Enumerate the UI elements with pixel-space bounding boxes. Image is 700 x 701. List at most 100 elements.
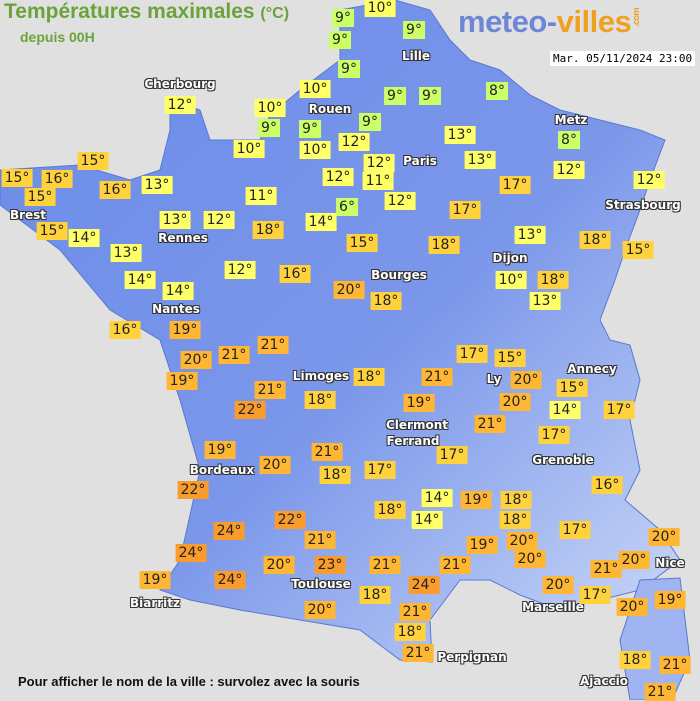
temperature-label[interactable]: 21° xyxy=(474,415,506,433)
temperature-label[interactable]: 19° xyxy=(169,321,201,339)
temperature-label[interactable]: 20° xyxy=(180,351,212,369)
logo[interactable]: meteo-villes.com xyxy=(458,4,641,40)
temperature-label[interactable]: 17° xyxy=(538,426,570,444)
temperature-label[interactable]: 12° xyxy=(384,192,416,210)
temperature-label[interactable]: 17° xyxy=(559,521,591,539)
temperature-label[interactable]: 12° xyxy=(338,133,370,151)
temperature-label[interactable]: 19° xyxy=(403,394,435,412)
temperature-label[interactable]: 9° xyxy=(384,87,406,105)
temperature-label[interactable]: 16° xyxy=(591,476,623,494)
temperature-label[interactable]: 14° xyxy=(124,271,156,289)
temperature-label[interactable]: 14° xyxy=(305,213,337,231)
temperature-label[interactable]: 21° xyxy=(369,556,401,574)
temperature-label[interactable]: 17° xyxy=(364,461,396,479)
temperature-label[interactable]: 17° xyxy=(436,446,468,464)
temperature-label[interactable]: 9° xyxy=(419,87,441,105)
temperature-label[interactable]: 21° xyxy=(218,346,250,364)
temperature-label[interactable]: 14° xyxy=(549,401,581,419)
temperature-label[interactable]: 16° xyxy=(279,265,311,283)
temperature-label[interactable]: 22° xyxy=(274,511,306,529)
temperature-label[interactable]: 18° xyxy=(619,651,651,669)
temperature-label[interactable]: 11° xyxy=(362,172,394,190)
temperature-label[interactable]: 19° xyxy=(166,372,198,390)
temperature-label[interactable]: 21° xyxy=(439,556,471,574)
temperature-label[interactable]: 17° xyxy=(449,201,481,219)
temperature-label[interactable]: 12° xyxy=(224,261,256,279)
temperature-label[interactable]: 13° xyxy=(464,151,496,169)
temperature-label[interactable]: 8° xyxy=(558,131,580,149)
temperature-label[interactable]: 9° xyxy=(338,60,360,78)
temperature-label[interactable]: 17° xyxy=(456,345,488,363)
temperature-label[interactable]: 21° xyxy=(399,603,431,621)
temperature-label[interactable]: 9° xyxy=(332,9,354,27)
temperature-label[interactable]: 18° xyxy=(394,623,426,641)
temperature-label[interactable]: 6° xyxy=(336,198,358,216)
temperature-label[interactable]: 18° xyxy=(370,292,402,310)
temperature-label[interactable]: 15° xyxy=(1,169,33,187)
temperature-label[interactable]: 15° xyxy=(24,188,56,206)
temperature-label[interactable]: 17° xyxy=(499,176,531,194)
temperature-label[interactable]: 24° xyxy=(213,522,245,540)
temperature-label[interactable]: 13° xyxy=(444,126,476,144)
temperature-label[interactable]: 18° xyxy=(304,391,336,409)
temperature-label[interactable]: 20° xyxy=(333,281,365,299)
temperature-label[interactable]: 18° xyxy=(499,511,531,529)
temperature-label[interactable]: 20° xyxy=(618,551,650,569)
temperature-label[interactable]: 16° xyxy=(41,170,73,188)
temperature-label[interactable]: 20° xyxy=(514,550,546,568)
temperature-label[interactable]: 14° xyxy=(68,229,100,247)
temperature-label[interactable]: 24° xyxy=(408,576,440,594)
temperature-label[interactable]: 21° xyxy=(659,656,691,674)
temperature-label[interactable]: 9° xyxy=(359,113,381,131)
temperature-label[interactable]: 22° xyxy=(177,481,209,499)
temperature-label[interactable]: 12° xyxy=(322,168,354,186)
temperature-label[interactable]: 9° xyxy=(403,21,425,39)
temperature-label[interactable]: 19° xyxy=(204,441,236,459)
temperature-label[interactable]: 17° xyxy=(579,586,611,604)
temperature-label[interactable]: 20° xyxy=(499,393,531,411)
temperature-label[interactable]: 20° xyxy=(510,371,542,389)
temperature-label[interactable]: 15° xyxy=(556,379,588,397)
temperature-label[interactable]: 12° xyxy=(553,161,585,179)
temperature-label[interactable]: 13° xyxy=(141,176,173,194)
temperature-label[interactable]: 10° xyxy=(495,271,527,289)
temperature-label[interactable]: 19° xyxy=(466,536,498,554)
temperature-label[interactable]: 13° xyxy=(514,226,546,244)
temperature-label[interactable]: 10° xyxy=(254,99,286,117)
temperature-label[interactable]: 10° xyxy=(299,80,331,98)
temperature-label[interactable]: 14° xyxy=(162,282,194,300)
temperature-label[interactable]: 10° xyxy=(364,0,396,17)
temperature-label[interactable]: 20° xyxy=(304,601,336,619)
temperature-label[interactable]: 14° xyxy=(411,511,443,529)
temperature-label[interactable]: 20° xyxy=(648,528,680,546)
temperature-label[interactable]: 16° xyxy=(109,321,141,339)
temperature-label[interactable]: 15° xyxy=(622,241,654,259)
temperature-label[interactable]: 24° xyxy=(175,544,207,562)
temperature-label[interactable]: 15° xyxy=(494,349,526,367)
temperature-label[interactable]: 10° xyxy=(233,140,265,158)
temperature-label[interactable]: 18° xyxy=(500,491,532,509)
temperature-label[interactable]: 18° xyxy=(353,368,385,386)
temperature-label[interactable]: 19° xyxy=(139,571,171,589)
temperature-label[interactable]: 18° xyxy=(579,231,611,249)
temperature-label[interactable]: 21° xyxy=(421,368,453,386)
temperature-label[interactable]: 16° xyxy=(99,181,131,199)
temperature-label[interactable]: 20° xyxy=(263,556,295,574)
temperature-label[interactable]: 18° xyxy=(252,221,284,239)
temperature-label[interactable]: 22° xyxy=(234,401,266,419)
temperature-label[interactable]: 18° xyxy=(359,586,391,604)
temperature-label[interactable]: 21° xyxy=(311,443,343,461)
temperature-label[interactable]: 15° xyxy=(36,222,68,240)
temperature-label[interactable]: 18° xyxy=(319,466,351,484)
temperature-label[interactable]: 9° xyxy=(258,119,280,137)
temperature-label[interactable]: 20° xyxy=(616,598,648,616)
temperature-label[interactable]: 15° xyxy=(346,234,378,252)
temperature-label[interactable]: 21° xyxy=(257,336,289,354)
temperature-label[interactable]: 21° xyxy=(304,531,336,549)
temperature-label[interactable]: 18° xyxy=(428,236,460,254)
temperature-label[interactable]: 21° xyxy=(254,381,286,399)
temperature-label[interactable]: 21° xyxy=(590,560,622,578)
temperature-label[interactable]: 11° xyxy=(245,187,277,205)
temperature-label[interactable]: 10° xyxy=(299,141,331,159)
temperature-label[interactable]: 24° xyxy=(214,571,246,589)
